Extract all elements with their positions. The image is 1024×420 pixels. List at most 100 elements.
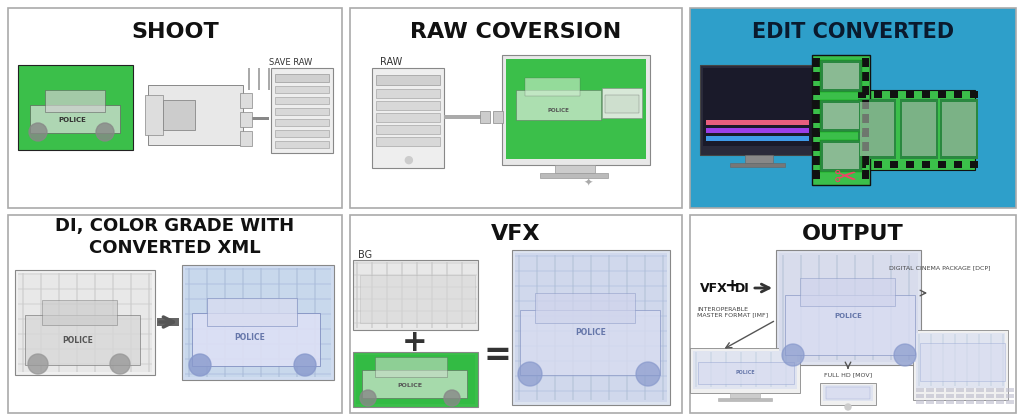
Bar [954, 161, 962, 168]
Bar [240, 131, 252, 146]
Bar [354, 310, 477, 312]
Text: POLICE: POLICE [547, 108, 569, 113]
Bar [515, 390, 667, 391]
Circle shape [28, 354, 48, 374]
Text: VFX: VFX [700, 281, 728, 294]
Bar [275, 74, 329, 82]
Bar [986, 400, 994, 404]
Bar [240, 112, 252, 127]
Bar [966, 334, 968, 386]
Bar [416, 262, 418, 328]
Bar [401, 262, 402, 328]
Bar [820, 383, 876, 405]
Bar [157, 318, 179, 326]
Bar [813, 100, 820, 109]
Bar [976, 388, 984, 392]
Bar [1006, 388, 1014, 392]
Bar [782, 255, 784, 360]
Bar [913, 330, 1008, 400]
Bar [862, 170, 869, 179]
Bar [18, 363, 152, 365]
Bar [376, 89, 440, 98]
Bar [823, 63, 859, 89]
Bar [966, 388, 974, 392]
Bar [862, 114, 869, 123]
Bar [695, 352, 696, 387]
Bar [956, 388, 964, 392]
Bar [813, 86, 820, 95]
Bar [18, 273, 152, 275]
Bar [15, 270, 155, 375]
Bar [813, 142, 820, 151]
Bar [244, 117, 269, 120]
Bar [431, 262, 432, 328]
Bar [1006, 394, 1014, 398]
Bar [976, 394, 984, 398]
Bar [148, 273, 150, 372]
Bar [376, 137, 440, 146]
Bar [372, 68, 444, 168]
Bar [188, 268, 190, 377]
Bar [858, 99, 896, 159]
Bar [942, 334, 943, 386]
Bar [946, 394, 954, 398]
Bar [535, 293, 635, 323]
Bar [922, 91, 930, 98]
Circle shape [782, 344, 804, 366]
Bar [206, 268, 208, 377]
Bar [986, 394, 994, 398]
Bar [18, 333, 152, 334]
Text: POLICE: POLICE [835, 313, 862, 319]
Bar [18, 65, 133, 150]
Bar [706, 120, 809, 125]
Bar [376, 101, 440, 110]
Bar [820, 140, 862, 172]
Text: POLICE: POLICE [397, 383, 423, 388]
Bar [890, 255, 892, 360]
Bar [376, 125, 440, 134]
Text: POLICE: POLICE [735, 370, 755, 375]
Text: SAVE RAW: SAVE RAW [269, 58, 312, 66]
Bar [506, 59, 646, 159]
Bar [818, 255, 820, 360]
Bar [703, 68, 812, 146]
Bar [40, 273, 42, 372]
Bar [163, 100, 195, 130]
Bar [858, 161, 866, 168]
Circle shape [845, 404, 851, 410]
Bar [376, 75, 440, 85]
Bar [185, 358, 331, 360]
Bar [446, 262, 447, 328]
Bar [314, 268, 316, 377]
Bar [745, 155, 773, 163]
Bar [725, 352, 726, 387]
Bar [493, 111, 503, 123]
Bar [900, 99, 938, 159]
Bar [862, 142, 869, 151]
Bar [690, 215, 1016, 413]
Bar [510, 63, 606, 133]
Bar [916, 394, 924, 398]
Bar [970, 91, 978, 98]
Bar [554, 255, 556, 400]
Bar [350, 215, 682, 413]
Text: =: = [483, 339, 511, 372]
Bar [942, 102, 976, 156]
Bar [930, 334, 932, 386]
Bar [353, 260, 478, 330]
Bar [916, 333, 1005, 388]
Text: DIGITAL CINEMA PACKAGE [DCP]: DIGITAL CINEMA PACKAGE [DCP] [889, 265, 991, 270]
Bar [602, 88, 642, 118]
Bar [185, 268, 331, 270]
Bar [936, 388, 944, 392]
Bar [25, 315, 140, 365]
Bar [906, 161, 914, 168]
Text: POLICE: POLICE [58, 117, 86, 123]
Bar [353, 352, 478, 407]
Bar [920, 343, 1005, 381]
Bar [296, 268, 298, 377]
Bar [271, 68, 333, 153]
Bar [978, 334, 980, 386]
Bar [970, 161, 978, 168]
Bar [812, 55, 870, 185]
